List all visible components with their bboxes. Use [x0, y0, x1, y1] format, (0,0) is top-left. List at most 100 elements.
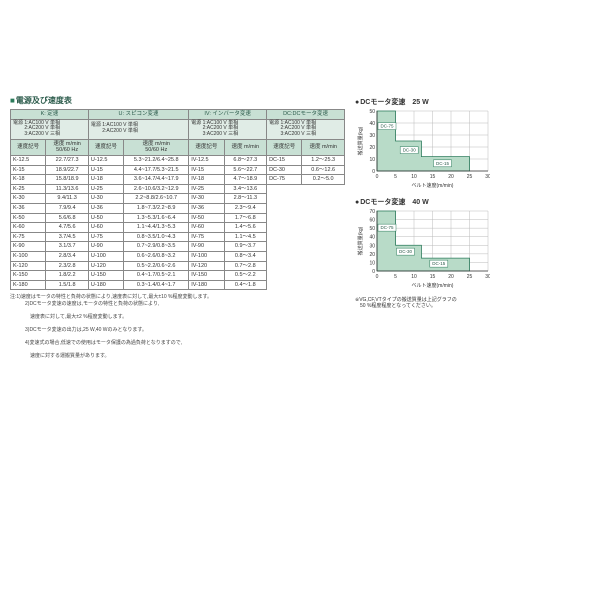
table-cell: IV-100	[189, 251, 224, 261]
table-notes: 注:1)速度はモータの特性と負荷の状態により,速度表に対して,最大±10 %程度…	[10, 294, 345, 366]
table-cell	[267, 184, 302, 194]
col-header: U: スピコン変速	[88, 110, 188, 120]
svg-text:20: 20	[448, 174, 454, 180]
table-cell: 0.7～2.8	[224, 261, 267, 271]
table-cell	[302, 280, 345, 290]
table-cell	[302, 242, 345, 252]
table-cell: 22.7/27.3	[46, 156, 89, 166]
svg-text:10: 10	[411, 274, 417, 280]
power-spec: 電源 1:AC100 V 単相 2:AC200 V 単相 3:AC200 V 三…	[11, 119, 89, 139]
table-cell: U-90	[88, 242, 123, 252]
table-cell: U-50	[88, 213, 123, 223]
table-cell: K-120	[11, 261, 46, 271]
svg-text:50: 50	[369, 226, 375, 232]
table-cell: 0.3~1.4/0.4~1.7	[124, 280, 189, 290]
table-cell: U-36	[88, 204, 123, 214]
table-cell: 0.2～5.0	[302, 175, 345, 185]
svg-text:DC-75: DC-75	[380, 225, 394, 230]
table-cell	[302, 261, 345, 271]
svg-text:20: 20	[448, 274, 454, 280]
table-cell: K-150	[11, 271, 46, 281]
chart-title: DCモータ変速 25 W	[355, 97, 510, 107]
svg-text:0: 0	[376, 174, 379, 180]
table-cell: IV-90	[189, 242, 224, 252]
table-cell: K-15	[11, 165, 46, 175]
table-cell	[302, 251, 345, 261]
table-cell: K-60	[11, 223, 46, 233]
table-cell: 2.3～9.4	[224, 204, 267, 214]
svg-text:DC-75: DC-75	[380, 124, 394, 129]
svg-text:5: 5	[394, 274, 397, 280]
table-cell: 5.6/6.8	[46, 213, 89, 223]
power-spec: 電源 1:AC100 V 単相 2:AC200 V 単相	[88, 119, 188, 139]
table-cell: 4.7/5.6	[46, 223, 89, 233]
table-cell: 0.4～1.8	[224, 280, 267, 290]
table-cell: 3.4～13.6	[224, 184, 267, 194]
table-cell: K-90	[11, 242, 46, 252]
table-cell: 2.8～11.3	[224, 194, 267, 204]
table-cell: 0.6~2.6/0.8~3.2	[124, 251, 189, 261]
table-cell: 1.1～4.5	[224, 232, 267, 242]
table-cell: 0.8~3.5/1.0~4.3	[124, 232, 189, 242]
subheader: 速度 m/min50/60 Hz	[124, 139, 189, 155]
table-cell: IV-75	[189, 232, 224, 242]
table-cell	[302, 232, 345, 242]
svg-text:30: 30	[369, 243, 375, 249]
table-cell: 1.7～6.8	[224, 213, 267, 223]
svg-text:40: 40	[369, 235, 375, 241]
table-cell	[302, 271, 345, 281]
table-cell: 4.4~17.7/5.3~21.5	[124, 165, 189, 175]
subheader: 速度 m/min	[224, 139, 267, 155]
svg-text:搬送質量(kg): 搬送質量(kg)	[357, 226, 364, 255]
svg-text:30: 30	[485, 174, 490, 180]
table-cell: 18.9/22.7	[46, 165, 89, 175]
table-cell: K-100	[11, 251, 46, 261]
svg-text:15: 15	[430, 274, 436, 280]
table-cell: 0.5~2.2/0.6~2.6	[124, 261, 189, 271]
table-cell	[267, 261, 302, 271]
power-spec: 電源 1:AC100 V 単相 2:AC200 V 単相 3:AC200 V 三…	[189, 119, 267, 139]
table-cell: U-120	[88, 261, 123, 271]
note-line: 2)DCモータ変速の速度は,モータの特性と負荷の状態により,	[10, 301, 345, 308]
table-cell: U-75	[88, 232, 123, 242]
table-cell: 1.5/1.8	[46, 280, 89, 290]
table-cell: K-180	[11, 280, 46, 290]
table-cell: 3.7/4.5	[46, 232, 89, 242]
note-line: 速度に対する運搬質量があります。	[10, 353, 345, 360]
subheader: 速度記号	[267, 139, 302, 155]
table-cell: IV-50	[189, 213, 224, 223]
table-cell: 0.5～2.2	[224, 271, 267, 281]
svg-text:ベルト速度(m/min): ベルト速度(m/min)	[412, 282, 454, 289]
svg-text:DC-30: DC-30	[403, 148, 417, 153]
svg-text:10: 10	[369, 157, 375, 163]
table-cell: 3.6~14.7/4.4~17.9	[124, 175, 189, 185]
table-cell: U-30	[88, 194, 123, 204]
svg-text:DC-30: DC-30	[399, 249, 413, 254]
table-cell	[267, 251, 302, 261]
svg-text:40: 40	[369, 121, 375, 127]
col-header: IV: インバータ変速	[189, 110, 267, 120]
table-cell	[267, 271, 302, 281]
table-cell: U-60	[88, 223, 123, 233]
table-cell: K-18	[11, 175, 46, 185]
table-cell: 15.8/18.9	[46, 175, 89, 185]
table-cell: 5.6～22.7	[224, 165, 267, 175]
svg-text:搬送質量(kg): 搬送質量(kg)	[357, 126, 364, 155]
table-cell: 7.9/9.4	[46, 204, 89, 214]
chart-note: ※VG,CF,VTタイプの搬送質量は上記グラフの 50 %程度程度となってくださ…	[355, 297, 510, 309]
table-cell: 0.7~2.9/0.8~3.5	[124, 242, 189, 252]
table-cell: U-25	[88, 184, 123, 194]
table-cell: 2.3/2.8	[46, 261, 89, 271]
svg-text:DC-15: DC-15	[436, 161, 450, 166]
table-cell: DC-30	[267, 165, 302, 175]
table-cell	[302, 223, 345, 233]
table-cell	[302, 213, 345, 223]
table-cell: K-25	[11, 184, 46, 194]
note-line: 速度表に対して,最大±2 %程度変動します。	[10, 314, 345, 321]
svg-text:25: 25	[467, 174, 473, 180]
table-cell: K-50	[11, 213, 46, 223]
table-cell: 1.1~4.4/1.3~5.3	[124, 223, 189, 233]
chart-title: DCモータ変速 40 W	[355, 197, 510, 207]
table-cell: 5.3~21.2/6.4~25.8	[124, 156, 189, 166]
table-cell: IV-30	[189, 194, 224, 204]
